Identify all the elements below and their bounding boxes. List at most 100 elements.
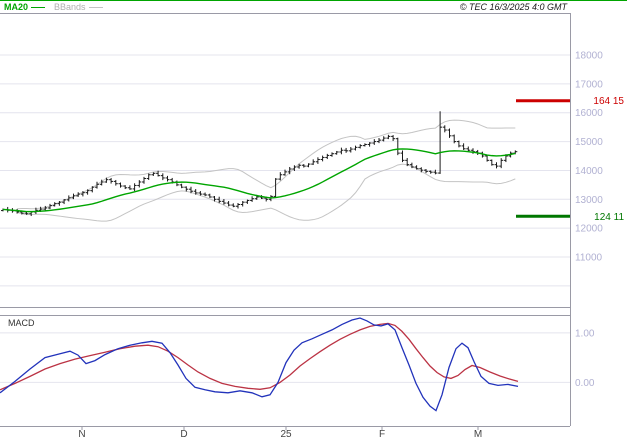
legend-bbands-label: BBands [54,2,86,12]
price-axis-label: 14000 [575,166,603,177]
month-label: D [180,429,187,440]
ohlc-bar [283,169,287,176]
price-axis-label: 17000 [575,79,603,90]
price-axis-label: 15000 [575,137,603,148]
ohlc-bar [76,192,81,197]
ohlc-bar [203,192,208,197]
ohlc-bar [362,143,367,147]
ohlc-bar [320,155,325,162]
ohlc-bar [132,183,137,192]
ohlc-bar [485,154,490,162]
ohlc-bar [109,177,114,184]
ma20-line-sample-icon [31,6,46,8]
ohlc-bar [62,199,67,205]
ohlc-bar [424,168,428,174]
ohlc-bar [278,172,283,181]
bbands-line-sample-icon [88,6,103,8]
ohlc-bar [123,185,128,190]
macd-red-line [0,322,519,391]
ohlc-bar [226,201,231,207]
ohlc-bar [348,147,353,153]
ohlc-bar [24,211,29,215]
ohlc-bar [137,180,142,188]
month-label: M [474,429,482,440]
ohlc-bar [461,143,466,150]
ohlc-bar [301,164,306,168]
month-label: F [379,429,385,440]
ohlc-bar [395,137,400,156]
ohlc-bar [456,140,461,148]
ohlc-bar [90,186,95,193]
support-level-label: 124 11 [594,212,624,223]
price-axis-label: 11000 [575,253,603,264]
ohlc-bar [325,153,330,160]
ohlc-bar [221,199,226,205]
ohlc-bar [104,177,109,183]
ohlc-bar [344,147,349,153]
ohlc-bar [66,195,71,202]
ohlc-bar [315,157,320,164]
ohlc-bar [367,142,372,147]
ohlc-bar [160,173,165,181]
ohlc-bar [334,150,339,155]
ohlc-bar [179,183,184,189]
ohlc-bar [466,146,471,152]
ohlc-bar [292,165,297,172]
month-label: 25 [280,429,292,440]
ohlc-bar [245,199,250,204]
ohlc-bar [358,144,363,149]
ohlc-bar [71,193,76,200]
ohlc-bar [405,158,410,167]
ohlc-bar [52,202,57,207]
ohlc-bar [400,150,405,163]
ohlc-bar [428,170,433,174]
macd-label: MACD [8,318,35,328]
price-axis-label: 18000 [575,51,603,62]
macd-axis-label: 0.00 [575,378,595,389]
ohlc-bar [447,128,452,138]
ohlc-bar [273,178,278,199]
ohlc-bar [297,163,302,169]
bollinger-upper-band [17,119,516,210]
ohlc-bar [452,134,457,144]
ohlc-bar [391,135,396,142]
ohlc-bar [236,203,240,209]
ohlc-bar [207,193,212,198]
ohlc-bar [250,196,255,202]
resistance-level-label: 164 15 [593,96,624,107]
ohlc-bar [231,203,236,208]
ohlc-bar [381,136,386,142]
ohlc-bar [433,169,438,175]
ohlc-bar [442,125,447,133]
ohlc-bar [240,201,245,207]
ohlc-bar [146,173,151,180]
ohlc-bar [311,159,316,165]
ohlc-bar [189,186,193,194]
ohlc-bar [174,180,179,187]
ohlc-bar [48,203,52,210]
ohlc-bar [95,181,99,189]
ohlc-bar [306,163,311,168]
ohlc-bar [99,179,104,186]
ohlc-bar [85,189,90,195]
ohlc-bar [419,167,424,173]
ohlc-bar [127,185,132,190]
ohlc-bar [494,162,499,169]
ohlc-bar [409,162,414,169]
ohlc-bar [113,179,118,186]
ohlc-bar [193,189,198,195]
ohlc-bar [184,186,189,192]
ohlc-bar [330,152,334,157]
ohlc-bar [156,170,161,177]
ohlc-bar [43,205,48,211]
ohlc-bar [414,165,419,170]
ohlc-bar [377,137,381,144]
copyright-text: © TEC 16/3/2025 4:0 GMT [459,2,567,12]
ohlc-bar [489,159,494,166]
ohlc-bar [217,196,222,204]
ohlc-bar [499,158,504,169]
ohlc-bar [142,176,146,184]
ohlc-bar [438,111,443,174]
price-axis-label: 12000 [575,224,603,235]
